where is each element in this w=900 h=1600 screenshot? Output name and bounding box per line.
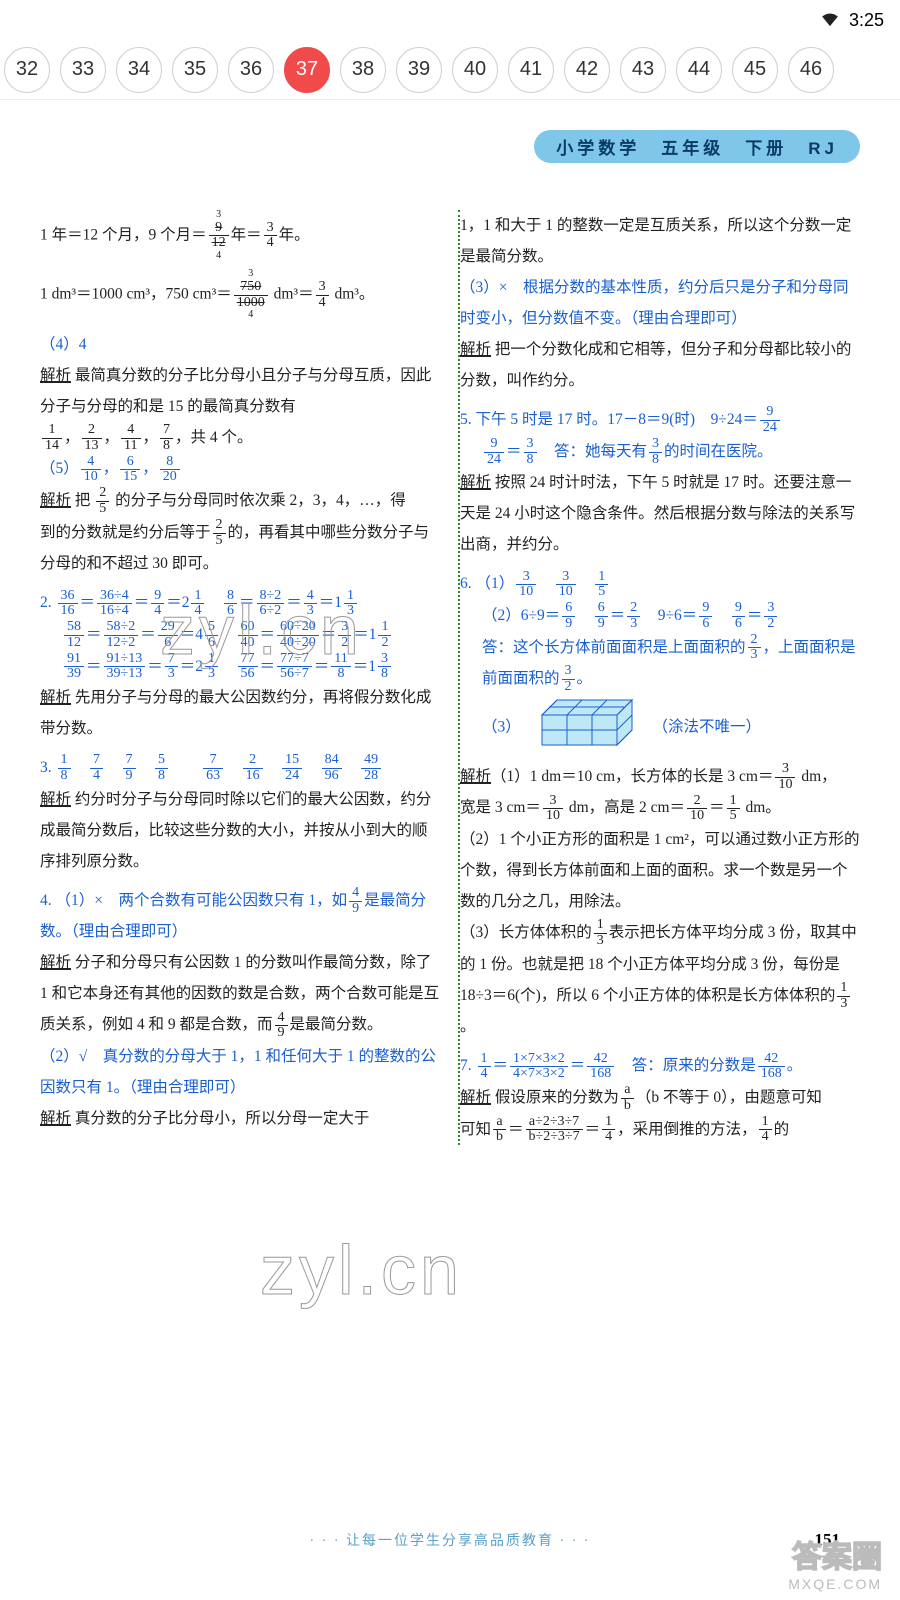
page-chip-37[interactable]: 37 xyxy=(284,47,330,93)
site-logo: 答案圈 MXQE.COM xyxy=(788,1532,882,1592)
page-chip-43[interactable]: 43 xyxy=(620,47,666,93)
watermark: zyl.cn xyxy=(260,1230,463,1310)
page-chip-39[interactable]: 39 xyxy=(396,47,442,93)
right-column: 1，1 和大于 1 的整数一定是互质关系，所以这个分数一定是最简分数。 （3）×… xyxy=(460,210,860,1145)
page-chip-40[interactable]: 40 xyxy=(452,47,498,93)
page-chip-32[interactable]: 32 xyxy=(4,47,50,93)
page-chip-35[interactable]: 35 xyxy=(172,47,218,93)
footer-motto: · · · 让每一位学生分享高品质教育 · · · xyxy=(0,1530,900,1550)
book-banner: 小学数学 五年级 下册 RJ xyxy=(534,130,860,163)
clock-text: 3:25 xyxy=(849,10,884,31)
page-chip-44[interactable]: 44 xyxy=(676,47,722,93)
page-chip-36[interactable]: 36 xyxy=(228,47,274,93)
page-chip-46[interactable]: 46 xyxy=(788,47,834,93)
cuboid-diagram xyxy=(537,695,637,761)
page-chip-33[interactable]: 33 xyxy=(60,47,106,93)
page-chip-38[interactable]: 38 xyxy=(340,47,386,93)
status-bar: 3:25 xyxy=(0,0,900,40)
page-chip-42[interactable]: 42 xyxy=(564,47,610,93)
page-chip-34[interactable]: 34 xyxy=(116,47,162,93)
page-chip-41[interactable]: 41 xyxy=(508,47,554,93)
column-divider xyxy=(458,210,460,1145)
document-page: 小学数学 五年级 下册 RJ 1 年＝12 个月，9 个月＝39124年＝34年… xyxy=(0,100,900,1600)
wifi-icon xyxy=(821,13,839,27)
page-navigator[interactable]: 323334353637383940414243444546 xyxy=(0,40,900,100)
left-column: 1 年＝12 个月，9 个月＝39124年＝34年。 1 dm³＝1000 cm… xyxy=(40,210,440,1145)
page-chip-45[interactable]: 45 xyxy=(732,47,778,93)
